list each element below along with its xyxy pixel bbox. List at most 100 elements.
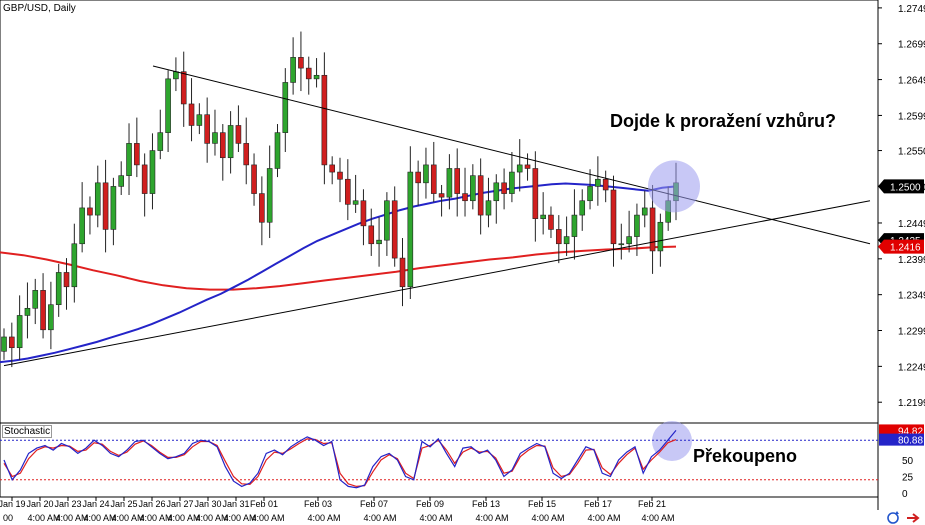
trendlines (3, 65, 871, 367)
x-tick-label-date: Jan 25 (110, 499, 137, 509)
candle-body (259, 193, 265, 223)
stochastic-tag-label: 80.88 (898, 436, 923, 447)
x-tick-label-time: 4:00 AM (531, 513, 564, 523)
arrow-right-icon[interactable] (907, 513, 920, 523)
highlights (648, 160, 700, 461)
candle-body (55, 272, 62, 306)
candle-body (470, 175, 476, 202)
x-tick-label-date: Jan 19 (0, 499, 26, 509)
candle-body (282, 82, 289, 133)
stochastic-y-label: 0 (902, 489, 908, 500)
candle-body (360, 200, 367, 227)
y-tick-label: 1.2299 (898, 327, 925, 338)
candle-body (24, 307, 31, 316)
x-tick-label-date: Feb 13 (472, 499, 500, 509)
candle-body (63, 272, 70, 288)
price-tag (878, 179, 924, 194)
y-tick-label: 1.2399 (898, 255, 925, 266)
candle-body (516, 164, 523, 173)
candle-body (48, 304, 54, 331)
candle-body (266, 168, 273, 223)
candle-body (626, 236, 632, 245)
annotation-breakout-question: Dojde k proražení vzhůru? (610, 111, 837, 131)
y-tick-label: 1.2449 (898, 219, 925, 230)
candle-body (407, 171, 414, 288)
y-tick-label: 1.2749 (898, 4, 925, 15)
sync-icon[interactable] (887, 511, 899, 524)
candle-body (618, 243, 625, 246)
x-tick-label-date: Feb 07 (360, 499, 388, 509)
x-tick-label-date: Jan 24 (82, 499, 109, 509)
candle-body (32, 290, 39, 309)
x-tick-label-time: 4:00 AM (139, 513, 172, 523)
price-tag (878, 239, 924, 254)
candle-body (485, 200, 492, 216)
y-tick-label: 1.2550 (898, 147, 925, 158)
descending-trendline (152, 65, 871, 245)
candle-body (430, 164, 437, 194)
candle-body (641, 207, 648, 216)
y-tick-label: 1.2699 (898, 40, 925, 51)
candle-body (243, 143, 250, 166)
chart-tools[interactable] (885, 510, 925, 525)
candle-body (563, 236, 570, 245)
candle-body (157, 132, 164, 151)
candle-body (352, 200, 359, 205)
candle-body (102, 182, 109, 230)
candle-body (446, 168, 453, 198)
candle-body (94, 182, 101, 216)
candle-body (165, 78, 171, 133)
x-tick-label-date: Feb 01 (250, 499, 278, 509)
candle-body (235, 125, 242, 144)
candle-body (415, 171, 421, 184)
x-tick-label-time: 4:00 AM (641, 513, 674, 523)
x-tick-label-time: 4:00 AM (223, 513, 256, 523)
candle-body (571, 214, 578, 237)
x-tick-label-time: 4:00 AM (587, 513, 620, 523)
candle-body (329, 164, 335, 173)
x-tick-label-time: 4:00 AM (419, 513, 452, 523)
y-tick-label: 1.2349 (898, 291, 925, 302)
candle-body (493, 182, 500, 202)
candle-body (509, 171, 515, 194)
x-tick-label-date: Jan 20 (26, 499, 53, 509)
candle-body (219, 132, 226, 159)
candle-body (188, 103, 195, 126)
candle-body (227, 125, 234, 159)
x-tick-label-date: Jan 26 (138, 499, 165, 509)
candles (1, 31, 679, 368)
annotation-overbought: Překoupeno (693, 446, 798, 466)
candle-body (399, 257, 406, 288)
stochastic-y-label: 50 (902, 456, 914, 467)
candle-body (501, 182, 507, 194)
candle-body (368, 225, 375, 245)
candle-body (454, 168, 461, 194)
candle-body (118, 175, 125, 187)
x-tick-label-time: 4:00 AM (475, 513, 508, 523)
x-tick-label-date: Feb 03 (304, 499, 332, 509)
x-tick-label-time: 4:00 AM (307, 513, 340, 523)
x-tick-label-date: Jan 23 (54, 499, 81, 509)
candle-body (634, 214, 640, 237)
ma-slow-line (0, 245, 677, 291)
stochastic-label: Stochastic (2, 425, 53, 438)
candle-body (180, 71, 187, 105)
x-tick-label-date: Feb 21 (638, 499, 666, 509)
candle-body (477, 175, 484, 216)
symbol-label: GBP/USD, Daily (2, 3, 77, 14)
candle-body (657, 221, 664, 252)
candle-body (141, 164, 148, 194)
candle-body (532, 168, 539, 219)
candle-body (274, 132, 281, 169)
x-tick-label-time: 4:00 AM (83, 513, 116, 523)
candle-body (345, 178, 351, 205)
candle-body (173, 71, 179, 80)
y-tick-label: 1.2599 (898, 111, 925, 122)
candle-body (126, 143, 132, 176)
candle-body (298, 57, 304, 69)
candle-body (376, 239, 382, 245)
candle-body (79, 207, 85, 245)
time-axis: Jan 19 Jan 20 Jan 23 Jan 24 Jan 25 Jan 26 Jan … (0, 497, 675, 523)
x-tick-label-time: 4:00 AM (55, 513, 88, 523)
